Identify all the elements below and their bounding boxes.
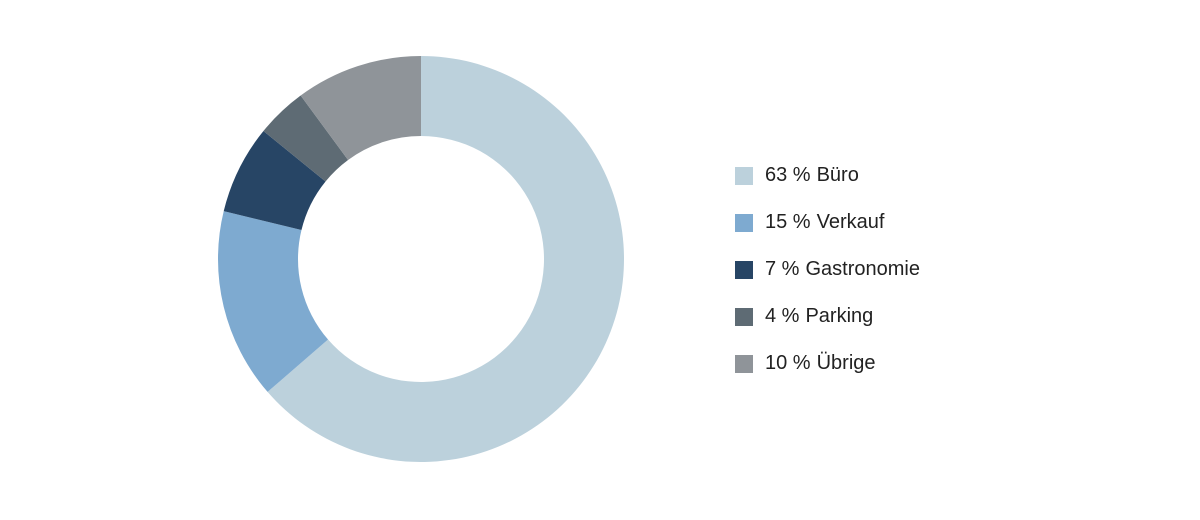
legend-value: 10 % [765, 352, 811, 374]
legend-name: Büro [817, 164, 859, 186]
legend-value: 15 % [765, 211, 811, 233]
donut-slice [263, 95, 349, 182]
legend-swatch [735, 214, 753, 232]
legend-swatch [735, 355, 753, 373]
legend-name: Gastronomie [805, 258, 920, 280]
legend-value: 4 % [765, 305, 800, 327]
legend-swatch [735, 167, 753, 185]
legend-swatch [735, 308, 753, 326]
legend-name: Übrige [817, 352, 876, 374]
legend-swatch [735, 261, 753, 279]
legend-label: 4 % Parking [765, 305, 873, 327]
legend-label: 10 % Übrige [765, 352, 876, 374]
legend-label: 7 % Gastronomie [765, 258, 920, 280]
legend-value: 7 % [765, 258, 800, 280]
legend-label: 15 % Verkauf [765, 211, 885, 233]
legend-name: Parking [805, 305, 873, 327]
legend-label: 63 % Büro [765, 164, 859, 186]
legend-value: 63 % [765, 164, 811, 186]
donut-slice [217, 211, 329, 392]
donut-slice [223, 130, 326, 231]
donut-slice [267, 56, 624, 462]
legend-name: Verkauf [817, 211, 885, 233]
donut-slice [300, 56, 421, 160]
